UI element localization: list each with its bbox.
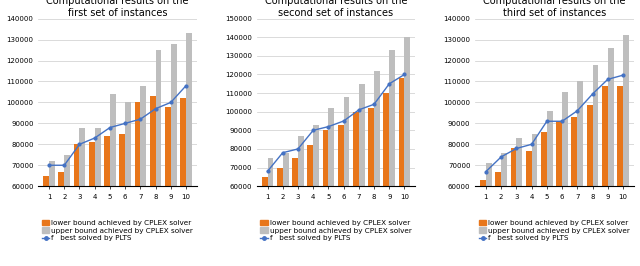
Bar <box>532 134 538 186</box>
Bar <box>64 155 70 186</box>
Bar <box>74 144 79 186</box>
Bar <box>171 44 177 186</box>
Bar <box>186 33 192 186</box>
Bar <box>156 50 161 186</box>
Bar <box>541 132 547 186</box>
Legend: lower bound achieved by CPLEX solver, upper bound achieved by CPLEX solver, f   : lower bound achieved by CPLEX solver, up… <box>479 220 630 241</box>
Bar <box>593 65 598 186</box>
Bar <box>501 153 507 186</box>
Bar <box>587 105 593 186</box>
Bar <box>262 177 268 186</box>
Bar <box>125 102 131 186</box>
Bar <box>623 35 628 186</box>
Bar <box>556 121 562 186</box>
Bar <box>359 84 365 186</box>
Bar <box>383 93 389 186</box>
Bar <box>150 96 156 186</box>
Bar <box>277 168 283 186</box>
Bar <box>486 163 492 186</box>
Bar <box>89 142 95 186</box>
Bar <box>547 111 552 186</box>
Bar <box>283 153 289 186</box>
Bar <box>49 161 55 186</box>
Bar <box>404 37 410 186</box>
Bar <box>79 127 85 186</box>
Bar <box>495 172 501 186</box>
Bar <box>399 78 404 186</box>
Bar <box>165 107 171 186</box>
Bar <box>140 86 146 186</box>
Bar <box>120 134 125 186</box>
Bar <box>313 125 319 186</box>
Bar <box>511 148 516 186</box>
Bar <box>268 158 273 186</box>
Bar <box>562 92 568 186</box>
Legend: lower bound achieved by CPLEX solver, upper bound achieved by CPLEX solver, f   : lower bound achieved by CPLEX solver, up… <box>42 220 193 241</box>
Title: Computational results on the
third set of instances: Computational results on the third set o… <box>483 0 626 18</box>
Bar <box>44 176 49 186</box>
Bar <box>608 48 614 186</box>
Bar <box>516 138 522 186</box>
Bar <box>374 71 380 186</box>
Bar <box>298 136 304 186</box>
Bar <box>292 158 298 186</box>
Bar <box>338 125 344 186</box>
Bar <box>572 117 577 186</box>
Bar <box>323 130 328 186</box>
Bar <box>134 102 140 186</box>
Bar <box>368 108 374 186</box>
Bar <box>480 180 486 186</box>
Bar <box>104 136 110 186</box>
Bar <box>577 81 583 186</box>
Bar <box>95 127 100 186</box>
Bar <box>617 86 623 186</box>
Bar <box>307 145 313 186</box>
Bar <box>328 108 334 186</box>
Legend: lower bound achieved by CPLEX solver, upper bound achieved by CPLEX solver, f   : lower bound achieved by CPLEX solver, up… <box>260 220 412 241</box>
Bar <box>58 172 64 186</box>
Bar <box>353 112 359 186</box>
Title: Computational results on the
first set of instances: Computational results on the first set o… <box>46 0 189 18</box>
Bar <box>526 151 532 186</box>
Bar <box>389 50 395 186</box>
Bar <box>180 98 186 186</box>
Title: Computational results on the
second set of instances: Computational results on the second set … <box>265 0 407 18</box>
Bar <box>110 94 116 186</box>
Bar <box>344 97 349 186</box>
Bar <box>602 86 608 186</box>
